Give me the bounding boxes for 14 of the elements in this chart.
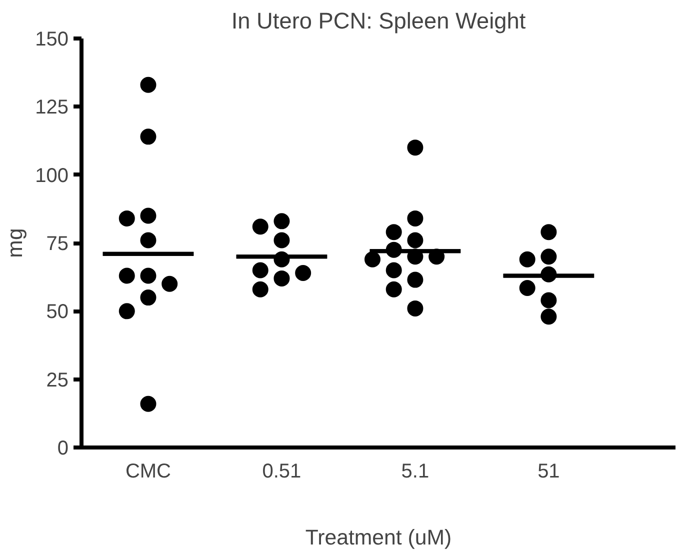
y-tick-label: 100 (35, 164, 69, 187)
x-tick-label: CMC (125, 460, 172, 482)
y-tick-label: 150 (35, 28, 69, 50)
x-tick-label: 0.51 (262, 460, 302, 482)
chart-title: In Utero PCN: Spleen Weight (231, 8, 526, 34)
y-tick-label: 50 (46, 301, 69, 324)
y-tick-label: 25 (46, 369, 69, 392)
x-tick-label: 5.1 (401, 460, 430, 482)
x-axis-title: Treatment (uM) (305, 526, 452, 550)
y-tick-label: 75 (46, 233, 69, 255)
x-tick-label: 51 (538, 460, 560, 482)
y-tick-label: 0 (57, 438, 68, 460)
y-axis-title: mg (3, 228, 28, 258)
y-tick-label: 125 (35, 96, 69, 119)
